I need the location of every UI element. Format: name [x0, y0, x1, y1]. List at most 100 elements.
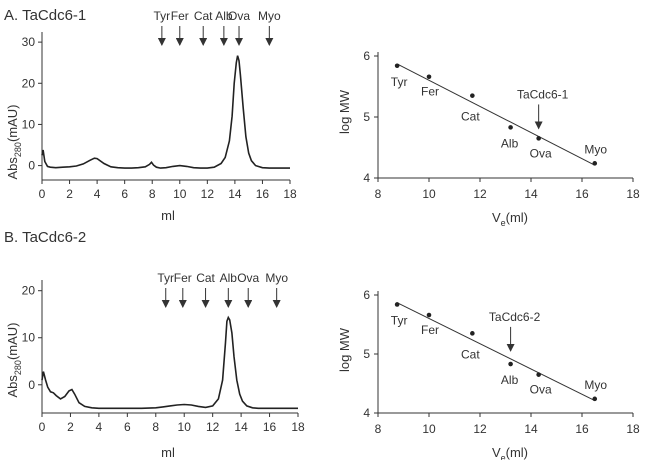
standard-marker-label: Fer — [171, 9, 189, 23]
y-tick-label: 6 — [363, 49, 370, 63]
data-point-label: Alb — [501, 373, 519, 387]
data-point — [470, 331, 475, 336]
y-tick-label: 10 — [22, 117, 36, 131]
x-tick-label: 10 — [422, 422, 436, 436]
x-tick-label: 10 — [422, 187, 436, 201]
data-point — [536, 372, 541, 377]
data-point-label: Fer — [421, 323, 439, 337]
x-axis-label: ml — [161, 445, 175, 460]
data-point — [508, 361, 513, 367]
x-tick-label: 14 — [524, 187, 538, 201]
fit-line — [396, 302, 595, 402]
data-point-label: Fer — [421, 85, 439, 99]
panel-label-a: A. TaCdc6-1 — [4, 7, 86, 24]
data-point-label: Cat — [461, 347, 480, 361]
x-tick-label: 18 — [626, 422, 640, 436]
x-tick-label: 18 — [283, 187, 297, 201]
x-tick-label: 16 — [256, 187, 270, 201]
standard-marker-label: Myo — [265, 271, 288, 285]
data-point — [592, 396, 598, 402]
x-tick-label: 14 — [234, 420, 248, 434]
fit-line — [396, 63, 595, 166]
unknown-protein-label: TaCdc6-1 — [517, 87, 569, 101]
chromatogram-a: Abs280(mAU) ml 0 2 4 6 8 10 12 14 16 18 0 10 20 30 Tyr… — [5, 9, 297, 223]
data-point — [426, 312, 432, 318]
x-tick-label: 8 — [149, 187, 156, 201]
y-tick-label: 5 — [363, 110, 370, 124]
elution-trace — [41, 55, 290, 169]
y-tick-label: 20 — [22, 76, 36, 90]
y-axis-label: log MW — [337, 327, 352, 372]
y-tick-label: 0 — [28, 378, 35, 392]
unknown-protein-label: TaCdc6-2 — [489, 310, 541, 324]
data-point — [394, 63, 400, 69]
data-point-label: Tyr — [391, 75, 408, 89]
data-point-label: Ova — [530, 146, 552, 160]
x-tick-label: 14 — [524, 422, 538, 436]
data-point — [470, 93, 475, 98]
standard-marker-label: Fer — [174, 271, 192, 285]
x-tick-label: 0 — [39, 420, 46, 434]
x-tick-label: 16 — [575, 422, 589, 436]
x-tick-label: 8 — [152, 420, 159, 434]
y-tick-label: 6 — [363, 288, 370, 302]
y-axis-label: log MW — [337, 89, 352, 134]
data-point-label: Myo — [584, 142, 607, 156]
standard-marker-label: Alb — [220, 271, 238, 285]
x-axis-label: Ve(ml) — [492, 445, 528, 460]
x-tick-label: 16 — [263, 420, 277, 434]
y-axis-label: Abs280(mAU) — [5, 105, 23, 180]
standard-marker-label: Cat — [194, 9, 213, 23]
x-tick-label: 8 — [375, 422, 382, 436]
panel-label-b: B. TaCdc6-2 — [4, 229, 86, 246]
y-axis-label: Abs280(mAU) — [5, 323, 23, 398]
x-axis-label: Ve(ml) — [492, 210, 528, 228]
data-point-label: Alb — [501, 136, 519, 150]
x-tick-label: 12 — [206, 420, 220, 434]
x-tick-label: 2 — [67, 420, 74, 434]
y-tick-label: 4 — [363, 406, 370, 420]
data-point-label: Tyr — [391, 313, 408, 327]
elution-trace — [41, 315, 298, 410]
data-point — [536, 136, 541, 141]
x-tick-label: 10 — [178, 420, 192, 434]
y-tick-label: 30 — [22, 35, 36, 49]
standard-marker-label: Myo — [258, 9, 281, 23]
x-tick-label: 12 — [473, 422, 487, 436]
x-tick-label: 4 — [94, 187, 101, 201]
x-tick-label: 12 — [473, 187, 487, 201]
data-point-label: Cat — [461, 110, 480, 124]
standard-marker-label: Ova — [237, 271, 259, 285]
data-point — [592, 161, 598, 166]
x-tick-label: 14 — [228, 187, 242, 201]
x-tick-label: 12 — [201, 187, 215, 201]
standard-marker-label: Tyr — [157, 271, 174, 285]
x-tick-label: 4 — [96, 420, 103, 434]
calibration-plot-a: log MW Ve(ml) 8 10 12 14 16 18 4 5 6 Tyr Fer Cat Alb… — [337, 49, 640, 228]
y-tick-label: 20 — [22, 284, 36, 298]
x-tick-label: 18 — [291, 420, 305, 434]
data-point-label: Ova — [530, 383, 552, 397]
calibration-plot-b: log MW Ve(ml) 8 10 12 14 16 18 4 5 6 Tyr Fer Cat Alb… — [337, 288, 640, 460]
x-axis-label: ml — [161, 208, 175, 223]
data-point — [508, 125, 513, 130]
standard-marker-label: Alb — [215, 9, 233, 23]
chromatogram-b: Abs280(mAU) ml 0 2 4 6 8 10 12 14 16 18 0 10 20 Tyr Fe… — [5, 271, 305, 460]
standard-marker-label: Ova — [228, 9, 250, 23]
x-tick-label: 2 — [66, 187, 73, 201]
x-tick-label: 6 — [124, 420, 131, 434]
x-tick-label: 6 — [121, 187, 128, 201]
x-tick-label: 16 — [575, 187, 589, 201]
x-tick-label: 10 — [173, 187, 187, 201]
standard-marker-label: Tyr — [154, 9, 171, 23]
y-tick-label: 10 — [22, 331, 36, 345]
standard-marker-label: Cat — [196, 271, 215, 285]
x-tick-label: 0 — [39, 187, 46, 201]
y-tick-label: 4 — [363, 171, 370, 185]
x-tick-label: 8 — [375, 187, 382, 201]
data-point — [426, 74, 432, 80]
y-tick-label: 0 — [28, 159, 35, 173]
y-tick-label: 5 — [363, 347, 370, 361]
x-tick-label: 18 — [626, 187, 640, 201]
